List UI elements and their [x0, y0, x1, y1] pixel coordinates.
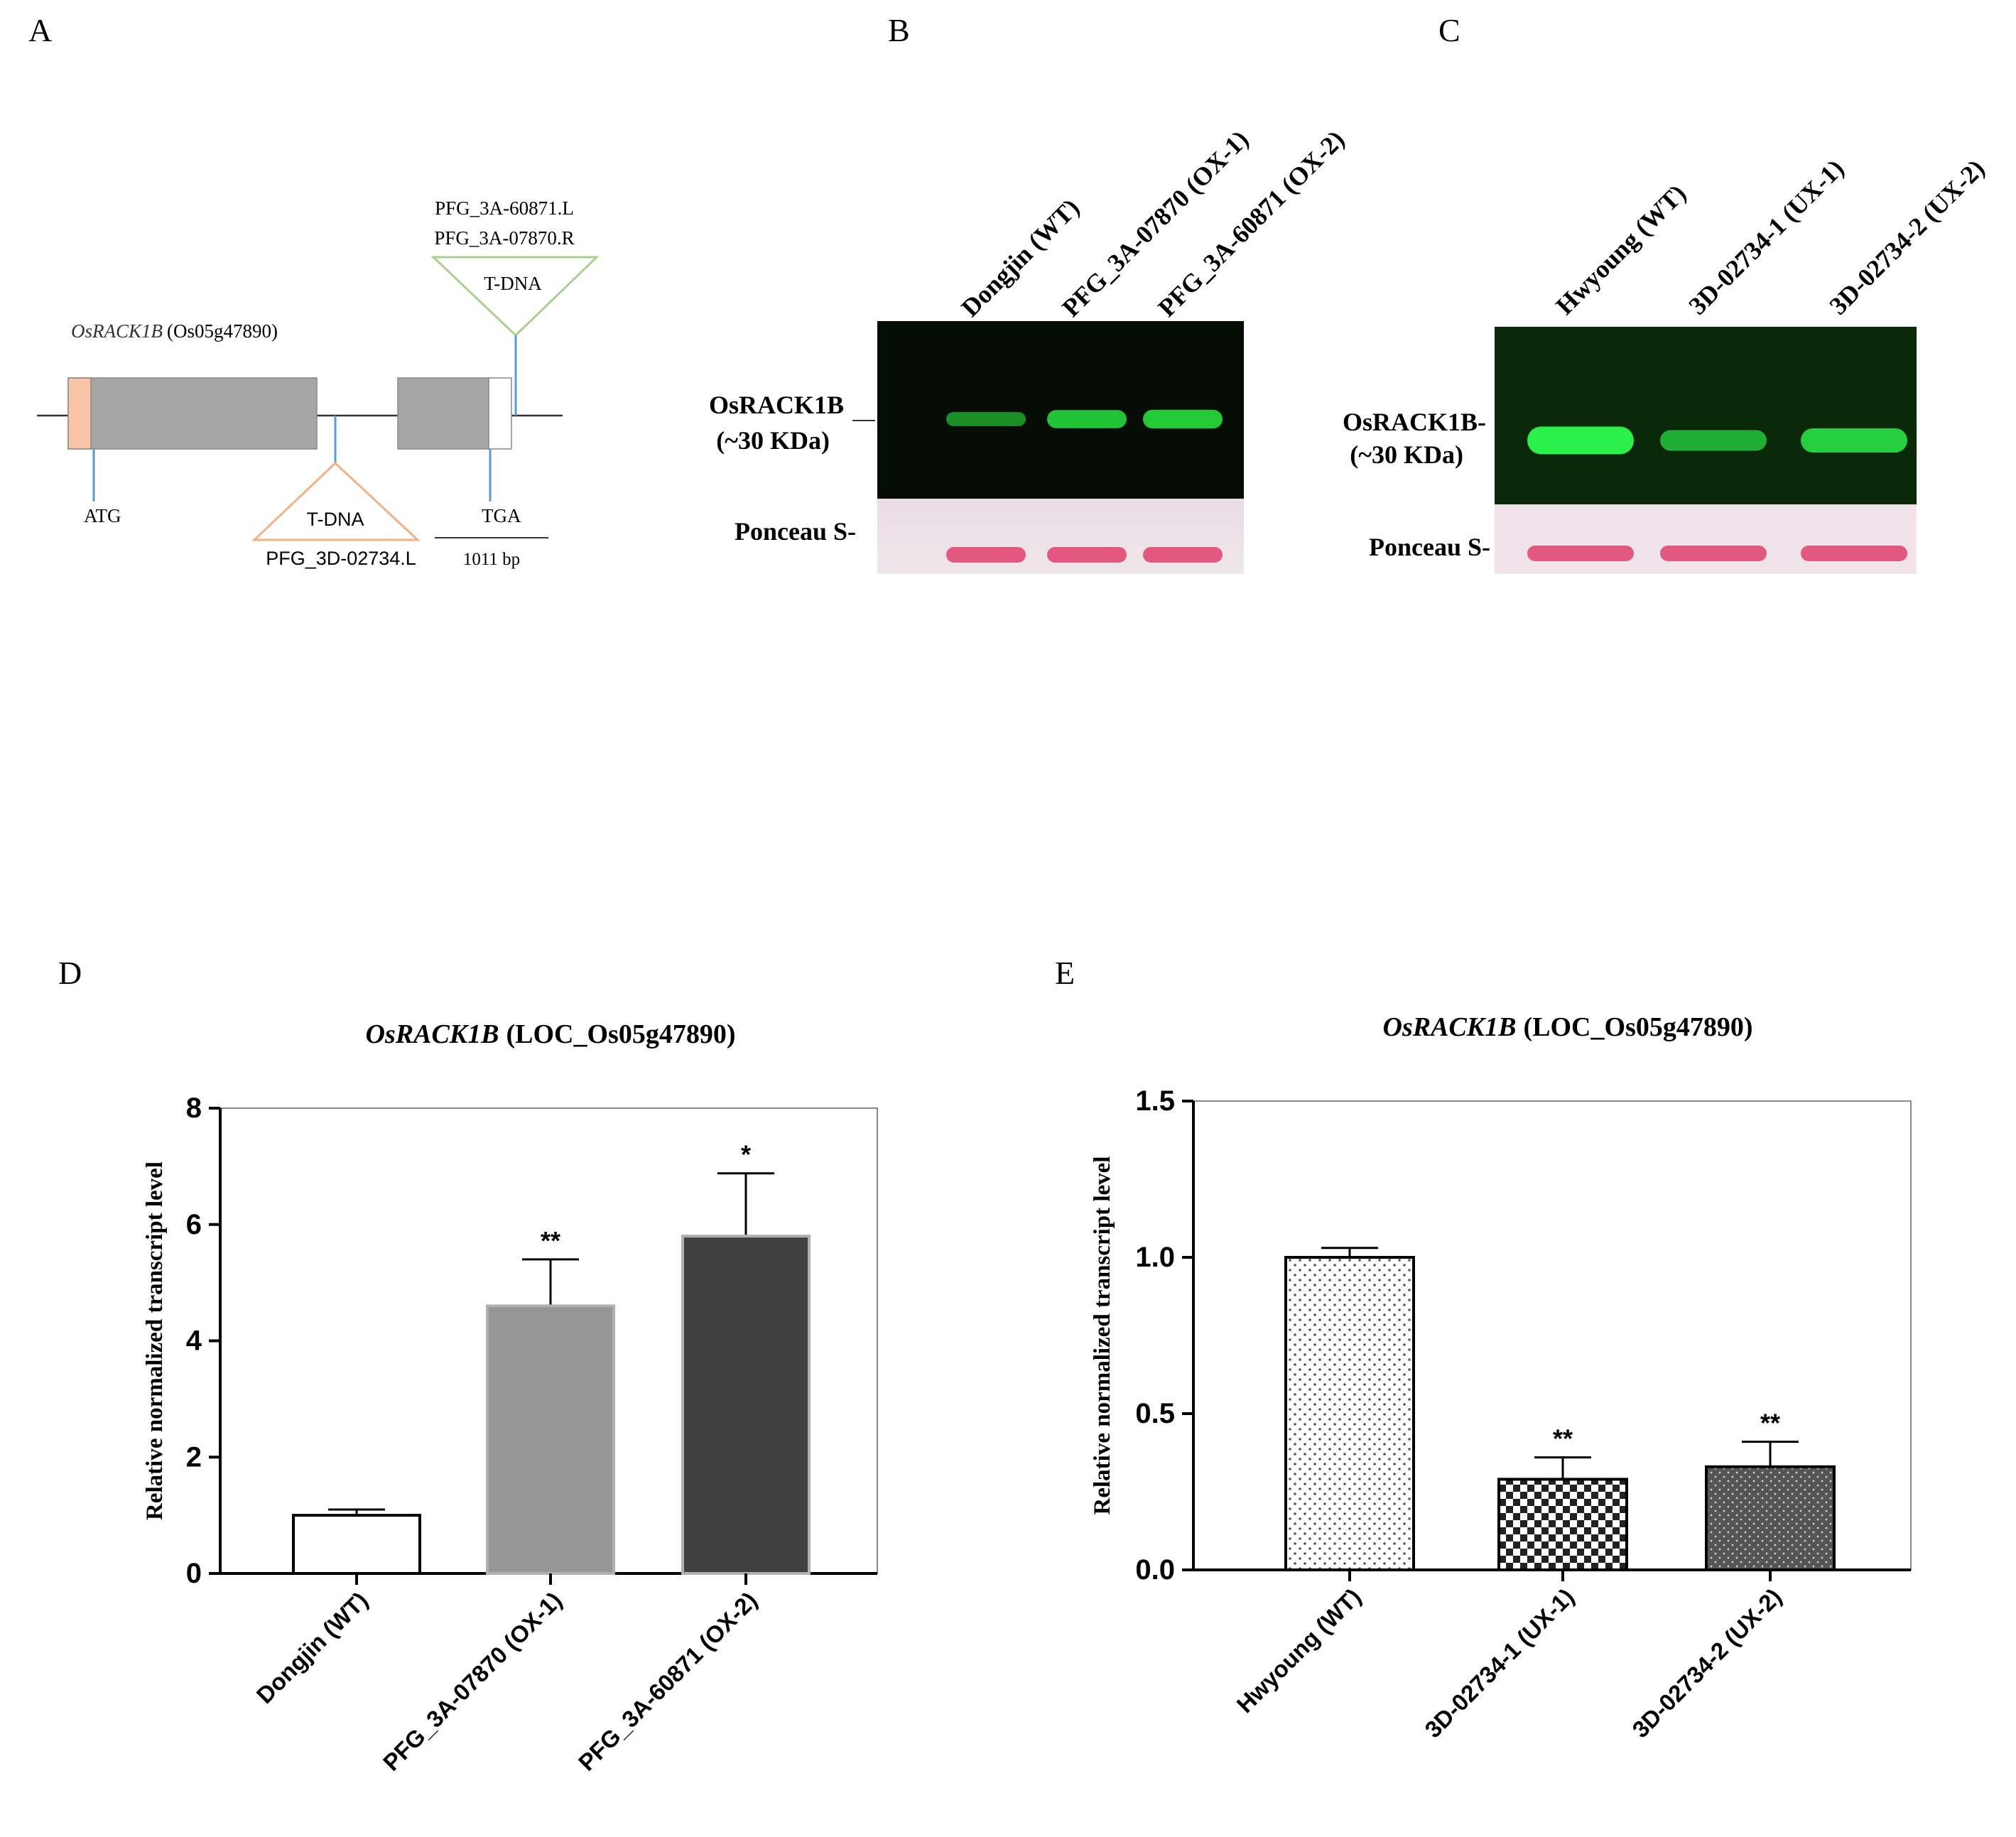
panel-e-letter: E [1055, 955, 1075, 991]
blot-c [1495, 327, 1917, 504]
y-tick-label: 1.5 [1135, 1085, 1175, 1117]
y-axis-label: Relative normalized transcript level [142, 1161, 168, 1520]
panel-c: C Hwyoung (WT)3D-02734-1 (UX-1)3D-02734-… [1343, 12, 1990, 574]
significance-2: ** [1553, 1424, 1573, 1453]
lower-line-label: PFG_3D-02734.L [266, 548, 416, 569]
panel-d: D OsRACK1B (LOC_Os05g47890) Relative norma… [58, 955, 878, 1776]
lane-label-b-3: PFG_3A-60871 (OX-2) [1152, 125, 1350, 323]
bar-3 [1705, 1465, 1836, 1572]
size-label-c: (~30 KDa) [1350, 440, 1463, 469]
chart-d: OsRACK1B (LOC_Os05g47890) Relative normali… [142, 1019, 878, 1776]
chart-title-gene: OsRACK1B [366, 1019, 499, 1049]
band-c-2 [1660, 430, 1767, 451]
band-c-3 [1801, 428, 1907, 453]
panel-a-letter: A [28, 12, 52, 48]
loading-label-b: Ponceau S- [735, 517, 856, 546]
ponceau-c [1495, 504, 1917, 574]
band-b-2 [1047, 410, 1127, 428]
atg-label: ATG [84, 505, 121, 526]
tga-label: TGA [482, 505, 521, 526]
ponceau-bands-b [946, 547, 1223, 563]
length-label: 1011 bp [463, 550, 520, 569]
bar-1 [292, 1514, 421, 1575]
band-b-1 [946, 412, 1026, 426]
gene-label: OsRACK1B (Os05g47890) [71, 320, 278, 342]
lane-label-c-3: 3D-02734-2 (UX-2) [1823, 154, 1990, 320]
y-tick-label: 8 [186, 1093, 202, 1124]
bands-b [946, 409, 1223, 429]
significance-3: ** [1760, 1409, 1780, 1438]
chart-title-gene: OsRACK1B [1383, 1012, 1517, 1042]
x-tick-label-1: Dongjin (WT) [251, 1587, 373, 1708]
size-label-b: (~30 KDa) [716, 426, 830, 455]
band-b-3 [1143, 409, 1223, 429]
upper-tdna-triangle [430, 256, 600, 337]
significance-3: * [741, 1140, 751, 1169]
upper-tdna-label: T-DNA [484, 273, 542, 294]
bar-2 [1497, 1478, 1628, 1571]
panel-e: E OsRACK1B (LOC_Os05g47890) Relative norma… [1055, 955, 1912, 1743]
ponceau-b [877, 499, 1244, 574]
bar-1 [1284, 1256, 1415, 1571]
x-tick-label-3: PFG_3A-60871 (OX-2) [573, 1587, 762, 1776]
ponceau-band-c-3 [1801, 546, 1907, 561]
ponceau-bands-c [1527, 546, 1907, 561]
bar-2 [486, 1304, 615, 1575]
lane-label-c-1: Hwyoung (WT) [1550, 179, 1691, 320]
y-tick-label: 2 [186, 1441, 202, 1473]
panel-d-letter: D [58, 955, 82, 991]
chart-title-locus: (LOC_Os05g47890) [506, 1019, 735, 1049]
ponceau-band-c-1 [1527, 546, 1634, 561]
y-tick-label: 6 [186, 1209, 202, 1240]
exon-2 [397, 377, 489, 450]
panel-c-letter: C [1438, 12, 1460, 48]
panel-b: B Dongjin (WT)PFG_3A-07870 (OX-1)PFG_3A-… [709, 12, 1350, 574]
x-tick-label-2: PFG_3A-07870 (OX-1) [378, 1587, 567, 1776]
ponceau-band-b-3 [1143, 547, 1223, 563]
chart-title: OsRACK1B (LOC_Os05g47890) [366, 1019, 736, 1049]
bands-c [1527, 426, 1907, 455]
utr-5prime [67, 377, 92, 450]
y-tick-label: 1.0 [1135, 1242, 1175, 1273]
chart-title: OsRACK1B (LOC_Os05g47890) [1383, 1012, 1753, 1042]
protein-label-b: OsRACK1B [709, 391, 844, 419]
x-tick-label-3: 3D-02734-2 (UX-2) [1627, 1583, 1787, 1743]
upper-line-label-2: PFG_3A-07870.R [434, 227, 574, 249]
y-axis-label: Relative normalized transcript level [1090, 1156, 1115, 1515]
bar-3 [681, 1235, 811, 1575]
x-tick-label-1: Hwyoung (WT) [1231, 1583, 1365, 1718]
upper-line-label-1: PFG_3A-60871.L [435, 197, 574, 219]
protein-label-c: OsRACK1B- [1343, 408, 1486, 436]
exon-1 [67, 377, 318, 450]
lower-tdna-triangle [251, 461, 421, 541]
panel-b-letter: B [888, 12, 910, 48]
band-c-1 [1527, 426, 1634, 455]
loading-label-c: Ponceau S- [1369, 533, 1490, 561]
significance-2: ** [541, 1226, 560, 1255]
utr-3prime [488, 377, 512, 450]
ponceau-band-b-2 [1047, 547, 1127, 563]
lane-labels-b: Dongjin (WT)PFG_3A-07870 (OX-1)PFG_3A-60… [955, 125, 1350, 323]
panel-a: A OsRACK1B (Os05g47890) ATG T-DNA PFG_3D-… [28, 12, 600, 569]
lane-label-b-2: PFG_3A-07870 (OX-1) [1056, 125, 1254, 323]
chart-title-locus: (LOC_Os05g47890) [1523, 1012, 1752, 1042]
x-tick-label-2: 3D-02734-1 (UX-1) [1419, 1583, 1579, 1743]
y-tick-label: 0.0 [1135, 1554, 1175, 1586]
chart-e: OsRACK1B (LOC_Os05g47890) Relative normali… [1090, 1012, 1912, 1743]
y-tick-label: 0.5 [1135, 1398, 1175, 1429]
y-tick-label: 0 [186, 1558, 202, 1589]
lower-tdna-label: T-DNA [307, 509, 364, 530]
y-tick-label: 4 [186, 1326, 202, 1357]
lane-label-c-2: 3D-02734-1 (UX-1) [1683, 154, 1849, 320]
ponceau-band-b-1 [946, 547, 1026, 563]
lane-labels-c: Hwyoung (WT)3D-02734-1 (UX-1)3D-02734-2 … [1550, 154, 1990, 320]
ponceau-band-c-2 [1660, 546, 1767, 561]
